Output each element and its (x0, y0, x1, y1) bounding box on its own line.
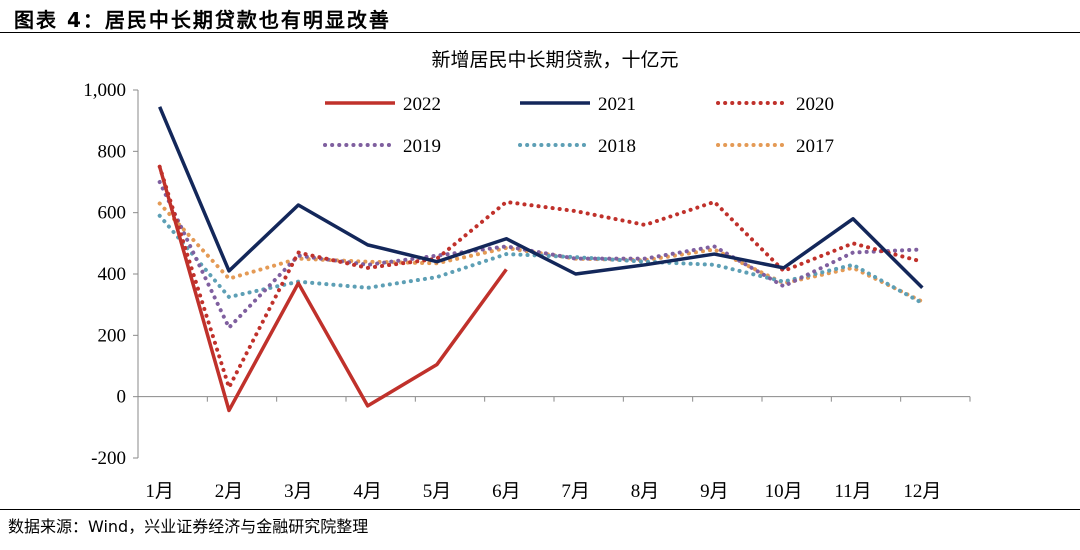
title-rule (0, 32, 1080, 33)
legend-label-2018: 2018 (598, 136, 636, 157)
x-tick-label: 3月 (284, 481, 313, 502)
x-tick-label: 5月 (423, 481, 452, 502)
y-tick-label: 800 (98, 141, 127, 162)
x-tick-label: 11月 (834, 481, 871, 502)
figure-title: 图表 4：居民中长期贷款也有明显改善 (14, 8, 391, 32)
series-line-2022 (157, 166, 508, 413)
series-line-2020 (157, 164, 925, 390)
legend-label-2017: 2017 (796, 136, 834, 157)
source-note: 数据来源：Wind，兴业证券经济与金融研究院整理 (8, 517, 369, 536)
axes: -200 0 200 400 600 800 1,000 1月 2月 3月 4月 5月 6月 7月 8月 9月… (83, 80, 971, 502)
series-layer (157, 106, 925, 413)
x-tick-label: 7月 (561, 481, 590, 502)
legend-label-2019: 2019 (403, 136, 441, 157)
x-tick-label: 6月 (492, 481, 521, 502)
y-tick-label: 600 (98, 203, 127, 224)
legend-label-2020: 2020 (796, 94, 834, 115)
y-tick-label: 200 (98, 325, 127, 346)
x-tick-label: 4月 (353, 481, 382, 502)
series-line-2021 (158, 106, 924, 290)
line-chart: 新增居民中长期贷款，十亿元 -200 0 200 400 600 800 1,000 1月 2月… (83, 49, 971, 502)
y-tick-label: 400 (98, 264, 127, 285)
y-tick-label: 0 (117, 387, 127, 408)
chart-title: 新增居民中长期贷款，十亿元 (431, 49, 678, 71)
legend-label-2021: 2021 (598, 94, 636, 115)
x-tick-label: 9月 (700, 481, 729, 502)
source-rule (0, 509, 1080, 510)
legend: 2022 2021 2020 2019 2018 2017 (323, 94, 834, 157)
legend-label-2022: 2022 (403, 94, 441, 115)
series-line-2019 (157, 180, 925, 330)
x-tick-label: 12月 (903, 481, 941, 502)
y-tick-label: 1,000 (83, 80, 126, 101)
x-tick-label: 8月 (631, 481, 660, 502)
x-tick-label: 2月 (215, 481, 244, 502)
y-tick-label: -200 (91, 448, 126, 469)
x-tick-label: 10月 (765, 481, 803, 502)
x-tick-label: 1月 (145, 481, 174, 502)
